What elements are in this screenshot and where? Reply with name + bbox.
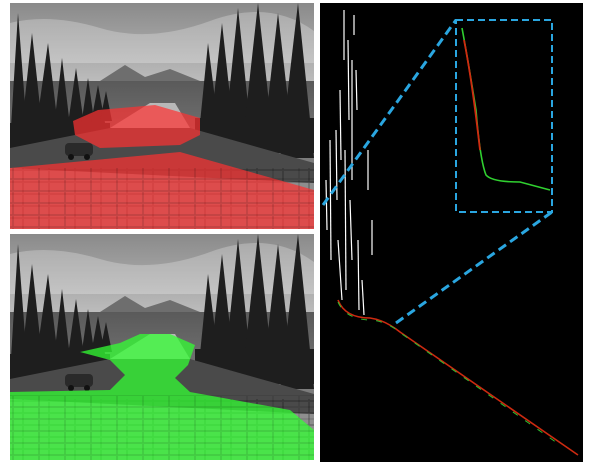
disparity-panel	[320, 3, 583, 462]
green-segmentation-panel	[10, 234, 314, 460]
figure	[0, 0, 589, 466]
page	[0, 0, 589, 466]
red-segmentation-panel	[10, 3, 314, 229]
